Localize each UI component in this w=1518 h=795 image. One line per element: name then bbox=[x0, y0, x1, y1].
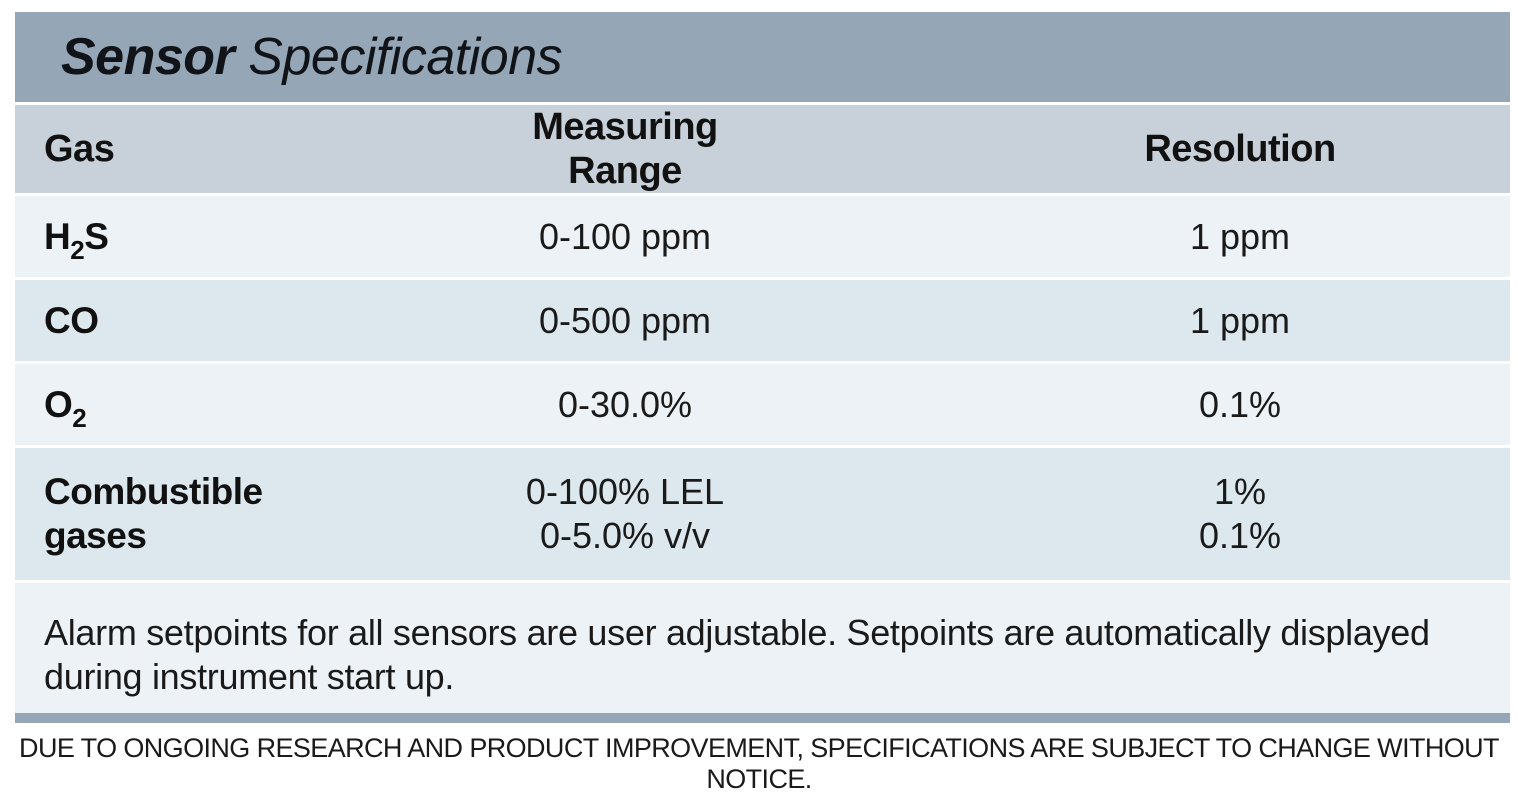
alarm-setpoints-note: Alarm setpoints for all sensors are user… bbox=[15, 580, 1510, 713]
gas-symbol: CO bbox=[44, 299, 99, 341]
measuring-range-value: 0-500 ppm bbox=[538, 299, 712, 341]
title-bold: Sensor bbox=[61, 28, 235, 86]
resolution-value: 1 ppm bbox=[1189, 215, 1291, 257]
table-row-combustible: Combustible gases 0-100% LEL 0-5.0% v/v … bbox=[15, 445, 1510, 580]
table-title: Sensor Specifications bbox=[15, 12, 1510, 102]
title-light: Specifications bbox=[248, 28, 563, 86]
resolution-value: 1% 0.1% bbox=[770, 470, 1510, 558]
range-line: 0-100% LEL bbox=[525, 471, 725, 512]
resolution-value: 1 ppm bbox=[1189, 299, 1291, 341]
header-gas: Gas bbox=[44, 128, 115, 170]
gas-subscript: 2 bbox=[72, 402, 87, 433]
gas-symbol-suffix: S bbox=[84, 215, 109, 257]
bottom-rule bbox=[15, 713, 1510, 723]
range-line: 0-5.0% v/v bbox=[539, 515, 711, 556]
gas-name-line: gases bbox=[44, 515, 147, 556]
measuring-range-value: 0-100% LEL 0-5.0% v/v bbox=[480, 470, 770, 558]
resolution-value: 0.1% bbox=[1198, 383, 1282, 425]
resolution-line: 0.1% bbox=[1198, 515, 1282, 556]
gas-name: Combustible gases bbox=[15, 470, 480, 558]
gas-symbol: H bbox=[44, 215, 71, 257]
disclaimer-text: DUE TO ONGOING RESEARCH AND PRODUCT IMPR… bbox=[19, 733, 1500, 794]
gas-name: H2S bbox=[15, 215, 480, 263]
header-measuring-range: Measuring Range bbox=[532, 106, 718, 192]
gas-name-line: Combustible bbox=[44, 471, 263, 512]
resolution-line: 1% bbox=[1213, 471, 1267, 512]
header-resolution: Resolution bbox=[1144, 128, 1336, 170]
gas-symbol: O bbox=[44, 383, 73, 425]
table-row-co: CO 0-500 ppm 1 ppm bbox=[15, 277, 1510, 361]
header-row: Gas Measuring Range Resolution bbox=[15, 102, 1510, 193]
table-row-h2s: H2S 0-100 ppm 1 ppm bbox=[15, 193, 1510, 277]
gas-name: O2 bbox=[15, 383, 480, 431]
gas-subscript: 2 bbox=[70, 234, 85, 265]
measuring-range-value: 0-30.0% bbox=[557, 383, 693, 425]
sensor-spec-table: Sensor Specifications Gas Measuring Rang… bbox=[15, 12, 1510, 723]
measuring-range-value: 0-100 ppm bbox=[538, 215, 712, 257]
gas-name: CO bbox=[15, 299, 480, 343]
table-row-o2: O2 0-30.0% 0.1% bbox=[15, 361, 1510, 445]
